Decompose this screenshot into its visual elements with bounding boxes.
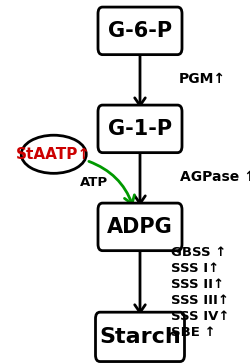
Text: G-6-P: G-6-P — [108, 21, 172, 41]
Text: SSS I↑: SSS I↑ — [171, 262, 220, 275]
Text: SSS IV↑: SSS IV↑ — [171, 310, 230, 323]
FancyBboxPatch shape — [96, 312, 184, 362]
Text: PGM↑: PGM↑ — [179, 72, 226, 86]
Text: G-1-P: G-1-P — [108, 119, 172, 139]
Text: SSS III↑: SSS III↑ — [171, 294, 229, 307]
Text: ATP: ATP — [80, 176, 108, 189]
FancyBboxPatch shape — [98, 203, 182, 250]
FancyBboxPatch shape — [98, 105, 182, 152]
Text: SBE ↑: SBE ↑ — [171, 326, 216, 339]
Text: Starch: Starch — [99, 327, 181, 347]
Text: SSS II↑: SSS II↑ — [171, 278, 224, 291]
Text: ADPG: ADPG — [107, 217, 173, 237]
Ellipse shape — [21, 135, 86, 174]
Text: AGPase ↑: AGPase ↑ — [180, 170, 250, 184]
Text: StAATP↑: StAATP↑ — [16, 147, 91, 162]
FancyBboxPatch shape — [98, 7, 182, 54]
Text: GBSS ↑: GBSS ↑ — [171, 246, 226, 259]
